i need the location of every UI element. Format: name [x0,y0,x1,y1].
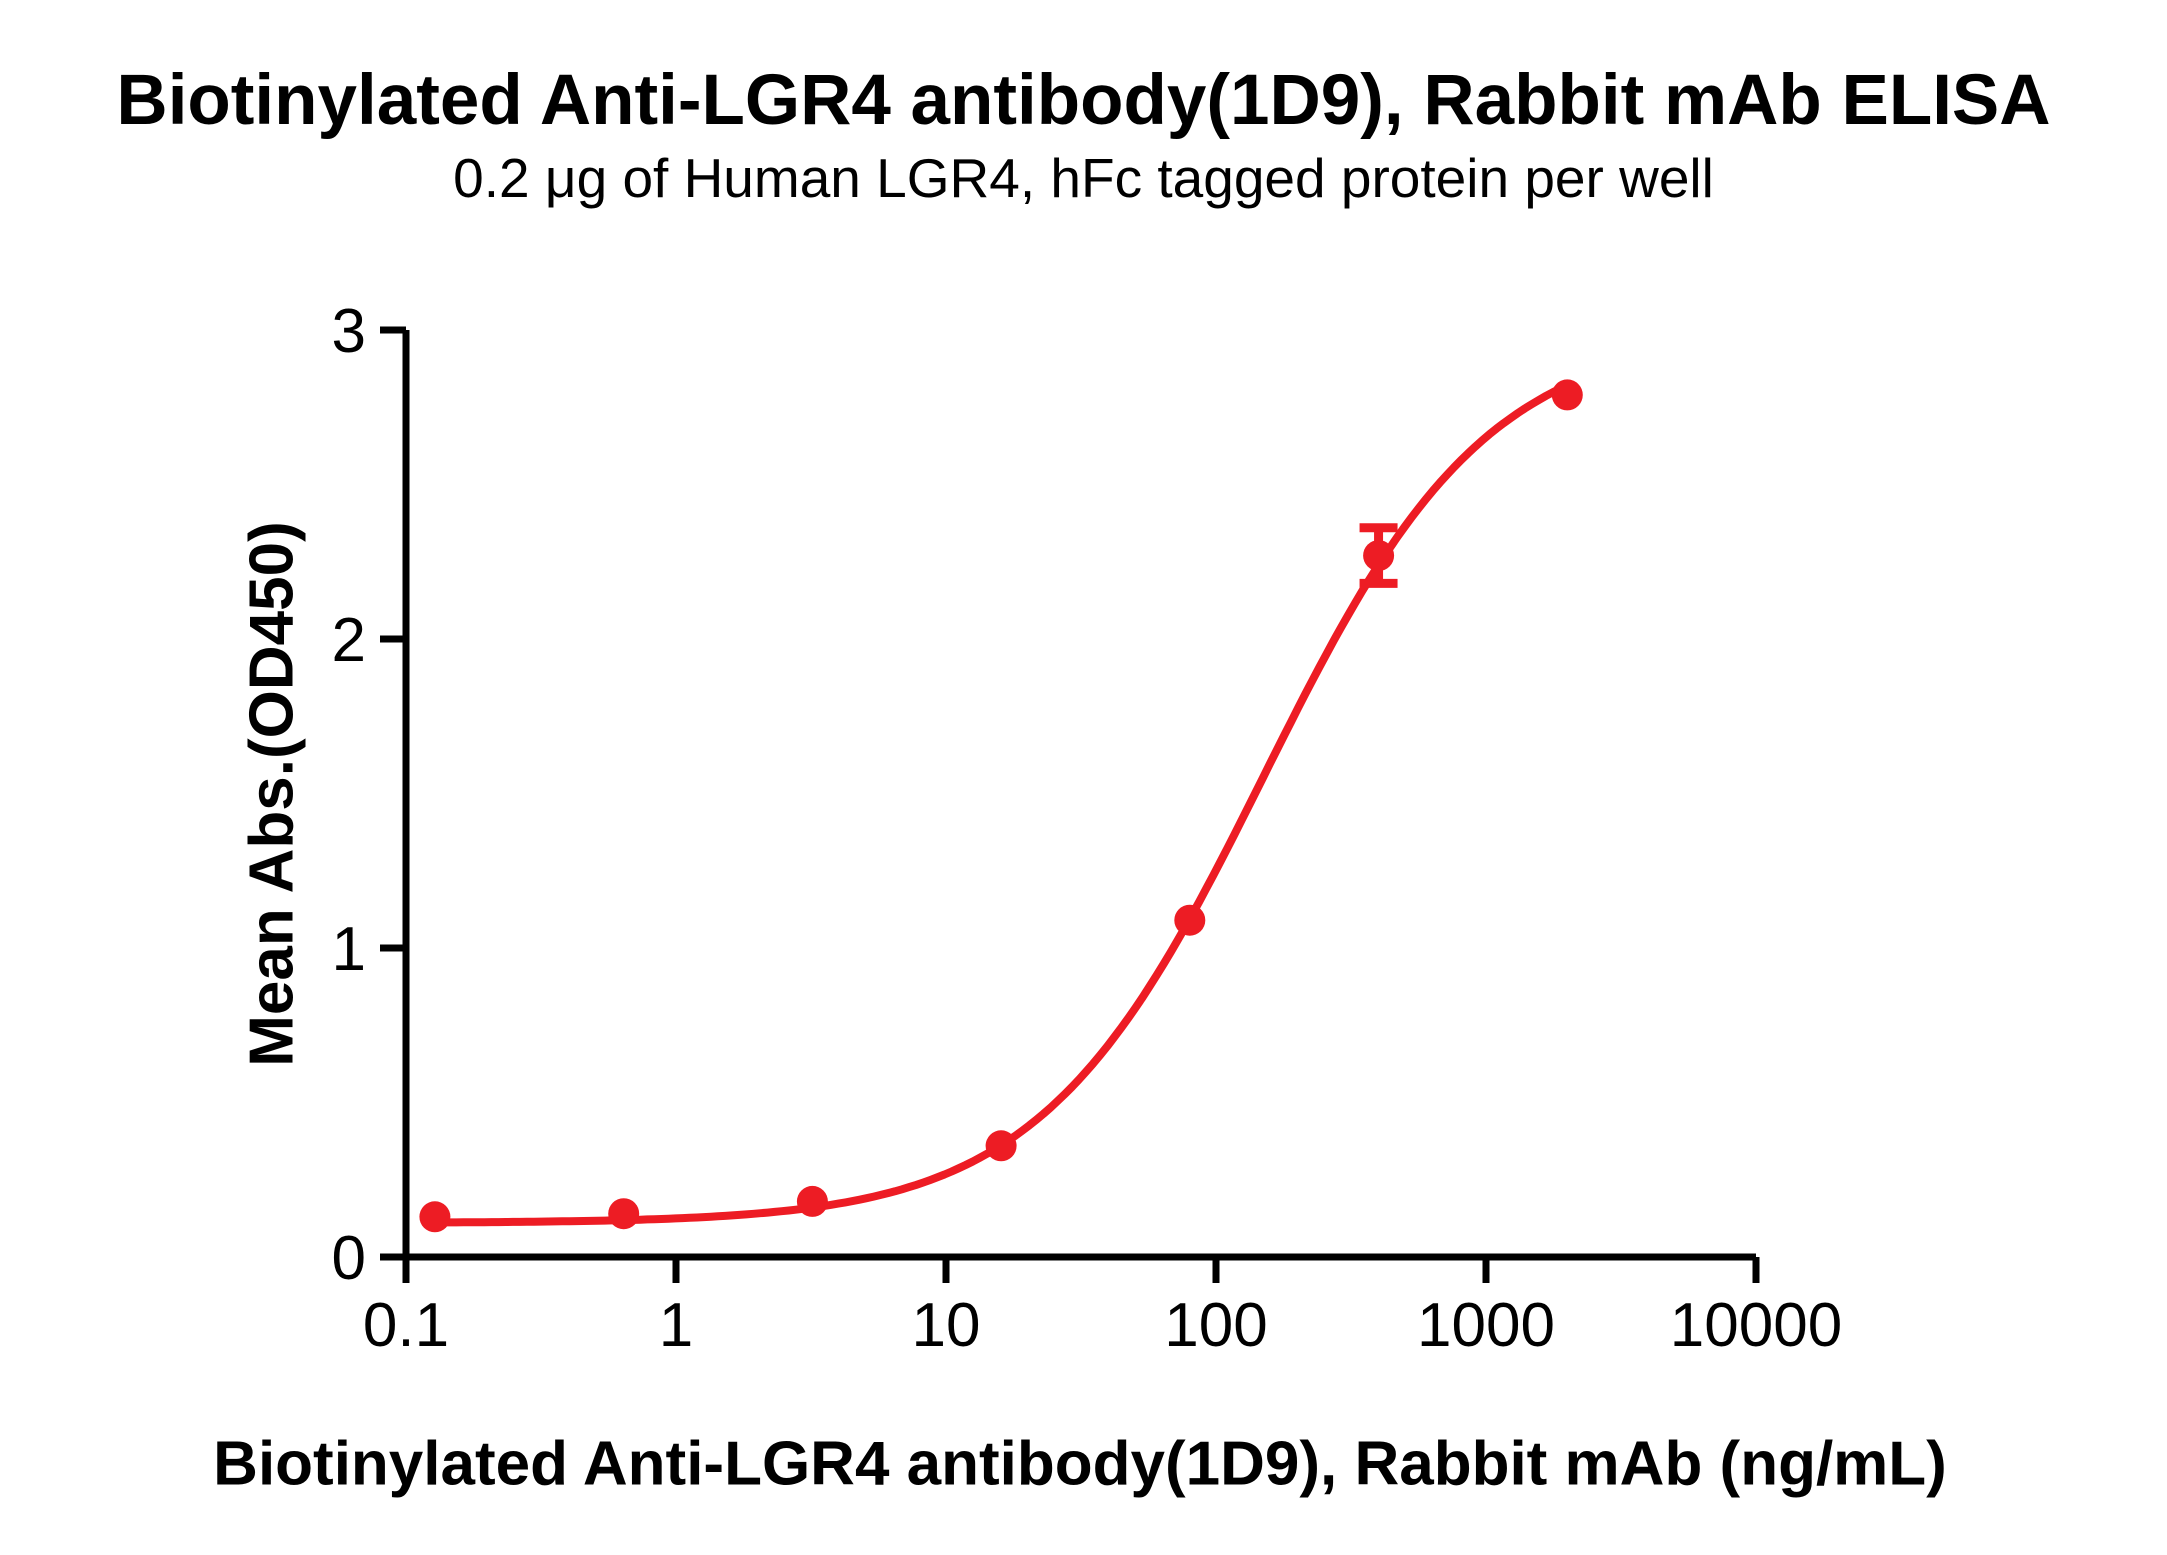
x-axis-title: Biotinylated Anti-LGR4 antibody(1D9), Ra… [213,1429,1947,1499]
x-tick-label: 10 [912,1291,981,1360]
x-tick-label: 100 [1164,1291,1267,1360]
x-tick-label: 1000 [1417,1291,1555,1360]
data-point [1174,904,1206,936]
data-point [608,1198,640,1230]
data-point [985,1130,1017,1162]
chart-title: Biotinylated Anti-LGR4 antibody(1D9), Ra… [116,61,2051,140]
chart-subtitle: 0.2 μg of Human LGR4, hFc tagged protein… [453,147,1714,209]
data-point [796,1185,828,1217]
axis-frame [402,330,1756,1261]
x-tick-label: 0.1 [363,1291,449,1360]
x-tick-label: 1 [659,1291,693,1360]
x-tick-label: 10000 [1670,1291,1842,1360]
data-point [1363,540,1395,572]
fit-curve [430,381,1572,1227]
y-tick-label: 0 [332,1224,366,1293]
y-tick-label: 2 [332,606,366,675]
y-axis-title: Mean Abs.(OD450) [237,521,307,1067]
data-point [419,1201,451,1233]
y-tick-label: 1 [332,915,366,984]
y-tick-label: 3 [332,297,366,366]
data-point [1551,379,1583,411]
